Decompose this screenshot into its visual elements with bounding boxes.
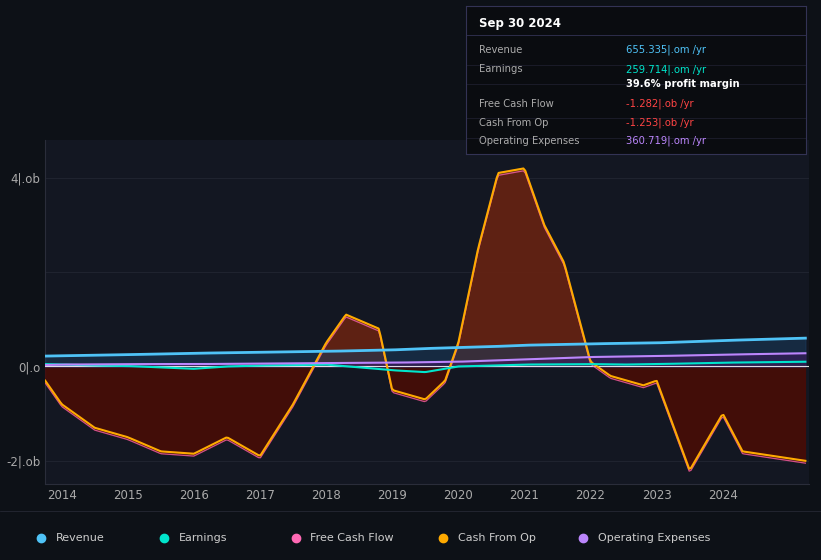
Text: 655.335|.om /yr: 655.335|.om /yr (626, 45, 705, 55)
Text: Earnings: Earnings (179, 533, 227, 543)
Text: Cash From Op: Cash From Op (479, 118, 548, 128)
Text: Revenue: Revenue (56, 533, 104, 543)
Text: 360.719|.om /yr: 360.719|.om /yr (626, 136, 705, 146)
Text: Free Cash Flow: Free Cash Flow (310, 533, 394, 543)
Text: Sep 30 2024: Sep 30 2024 (479, 17, 561, 30)
Text: Operating Expenses: Operating Expenses (479, 136, 580, 146)
Text: Free Cash Flow: Free Cash Flow (479, 99, 554, 109)
Text: 39.6% profit margin: 39.6% profit margin (626, 80, 739, 89)
Text: Cash From Op: Cash From Op (458, 533, 536, 543)
Text: Earnings: Earnings (479, 64, 523, 74)
Text: -1.253|.ob /yr: -1.253|.ob /yr (626, 118, 693, 128)
Text: Revenue: Revenue (479, 45, 522, 55)
Text: -1.282|.ob /yr: -1.282|.ob /yr (626, 99, 693, 109)
Text: 259.714|.om /yr: 259.714|.om /yr (626, 64, 706, 74)
Text: Operating Expenses: Operating Expenses (598, 533, 710, 543)
